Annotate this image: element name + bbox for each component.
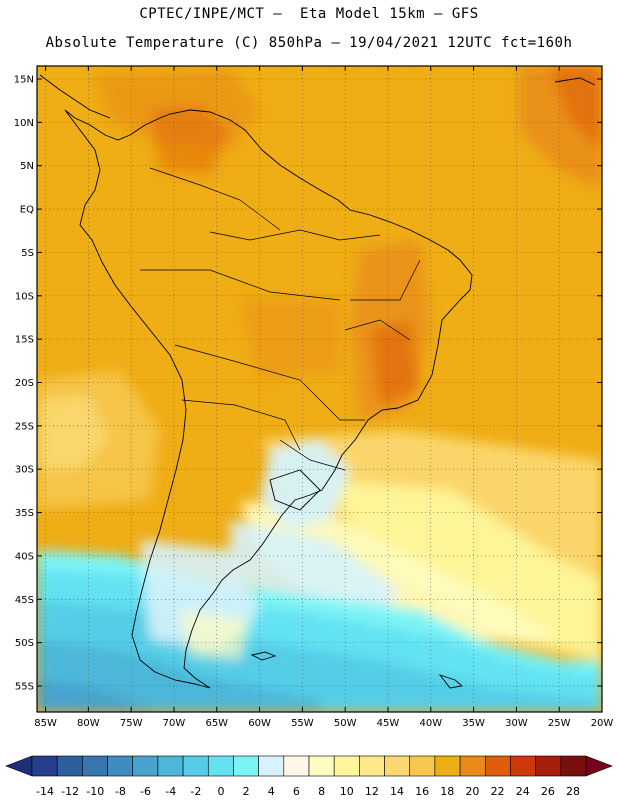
colorbar-segment bbox=[132, 755, 159, 777]
colorbar-segment bbox=[182, 755, 209, 777]
colorbar-label: 12 bbox=[365, 785, 379, 798]
longitude-label: 80W bbox=[77, 718, 100, 729]
colorbar-label: 2 bbox=[243, 785, 250, 798]
colorbar-segment bbox=[384, 755, 411, 777]
colorbar-segment bbox=[359, 755, 385, 777]
colorbar-label: 14 bbox=[390, 785, 404, 798]
latitude-label: 40S bbox=[15, 551, 34, 562]
colorbar-segment bbox=[82, 755, 108, 777]
longitude-label: 60W bbox=[248, 718, 271, 729]
longitude-label: 75W bbox=[120, 718, 143, 729]
longitude-label: 25W bbox=[548, 718, 571, 729]
colorbar-labels: -14 -12 -10 -8 -6 -4 -2 0 2 4 6 8 10 12 14 16 18 20 22 24 26… bbox=[36, 785, 580, 798]
colorbar-segment bbox=[560, 755, 587, 777]
colorbar-segment bbox=[333, 755, 360, 777]
longitude-label: 40W bbox=[419, 718, 442, 729]
latitude-label: 15N bbox=[14, 75, 34, 86]
latitude-label: 5N bbox=[20, 161, 34, 172]
latitude-label: 15S bbox=[15, 335, 34, 346]
map-title-line-1: CPTEC/INPE/MCT – Eta Model 15km – GFS bbox=[139, 6, 479, 22]
coastlines bbox=[39, 74, 596, 689]
longitude-labels: 85W 80W 75W 70W 65W 60W 55W 50W 45W 40W 35W 30W 25W 2… bbox=[34, 718, 613, 729]
colorbar-label: 4 bbox=[268, 785, 275, 798]
colorbar-segment bbox=[409, 755, 436, 777]
colorbar-segment bbox=[434, 755, 461, 777]
colorbar-segment bbox=[258, 755, 285, 777]
longitude-label: 45W bbox=[377, 718, 400, 729]
colorbar-label: 8 bbox=[318, 785, 325, 798]
latitude-label: 10N bbox=[14, 118, 34, 129]
colorbar-label: -12 bbox=[61, 785, 79, 798]
colorbar-min-arrow bbox=[5, 755, 33, 777]
colorbar-label: 0 bbox=[218, 785, 225, 798]
longitude-label: 55W bbox=[291, 718, 314, 729]
colorbar-segment bbox=[283, 755, 310, 777]
colorbar-label: 22 bbox=[491, 785, 505, 798]
colorbar-segment bbox=[207, 755, 234, 777]
colorbar-label: 18 bbox=[440, 785, 454, 798]
colorbar-segment bbox=[535, 755, 562, 777]
latitude-label: 5S bbox=[21, 248, 34, 259]
longitude-label: 20W bbox=[591, 718, 614, 729]
map-frame bbox=[36, 65, 603, 713]
colorbar-label: 20 bbox=[465, 785, 479, 798]
latitude-label: 35S bbox=[15, 508, 34, 519]
colorbar-segment bbox=[459, 755, 486, 777]
colorbar-label: -6 bbox=[140, 785, 151, 798]
colorbar-segment bbox=[233, 755, 259, 777]
colorbar-label: 6 bbox=[293, 785, 300, 798]
latitude-label: EQ bbox=[20, 205, 34, 216]
colorbar-segment bbox=[107, 755, 134, 777]
colorbar-label: -14 bbox=[36, 785, 54, 798]
latitude-label: 20S bbox=[15, 378, 34, 389]
latitude-labels: 15N 10N 5N EQ 5S 10S 15S 20S 25S 30S 35S 40S 45S 50S 5… bbox=[14, 75, 34, 693]
latitude-label: 10S bbox=[15, 291, 34, 302]
colorbar-label: 28 bbox=[566, 785, 580, 798]
colorbar-label: -8 bbox=[115, 785, 126, 798]
colorbar-label: 10 bbox=[340, 785, 354, 798]
colorbar-segment bbox=[484, 755, 511, 777]
colorbar bbox=[5, 755, 613, 777]
longitude-label: 85W bbox=[34, 718, 57, 729]
colorbar-label: 16 bbox=[415, 785, 429, 798]
longitude-label: 65W bbox=[205, 718, 228, 729]
colorbar-segment bbox=[308, 755, 335, 777]
colorbar-segment bbox=[510, 755, 536, 777]
axis-ticks bbox=[37, 66, 603, 712]
colorbar-label: -10 bbox=[86, 785, 104, 798]
longitude-label: 70W bbox=[163, 718, 186, 729]
colorbar-max-arrow bbox=[585, 755, 613, 777]
latitude-label: 25S bbox=[15, 421, 34, 432]
latitude-label: 30S bbox=[15, 465, 34, 476]
latitude-label: 45S bbox=[15, 595, 34, 606]
longitude-label: 30W bbox=[505, 718, 528, 729]
colorbar-segment bbox=[157, 755, 184, 777]
colorbar-segment bbox=[56, 755, 83, 777]
longitude-label: 35W bbox=[462, 718, 485, 729]
map-title-line-2: Absolute Temperature (C) 850hPa – 19/04/… bbox=[45, 35, 573, 51]
colorbar-label: -2 bbox=[190, 785, 201, 798]
latitude-label: 55S bbox=[15, 681, 34, 692]
colorbar-label: 24 bbox=[516, 785, 530, 798]
colorbar-segment bbox=[31, 755, 58, 777]
temperature-field bbox=[37, 66, 602, 712]
latitude-label: 50S bbox=[15, 638, 34, 649]
longitude-label: 50W bbox=[334, 718, 357, 729]
colorbar-label: 26 bbox=[541, 785, 555, 798]
colorbar-label: -4 bbox=[165, 785, 176, 798]
